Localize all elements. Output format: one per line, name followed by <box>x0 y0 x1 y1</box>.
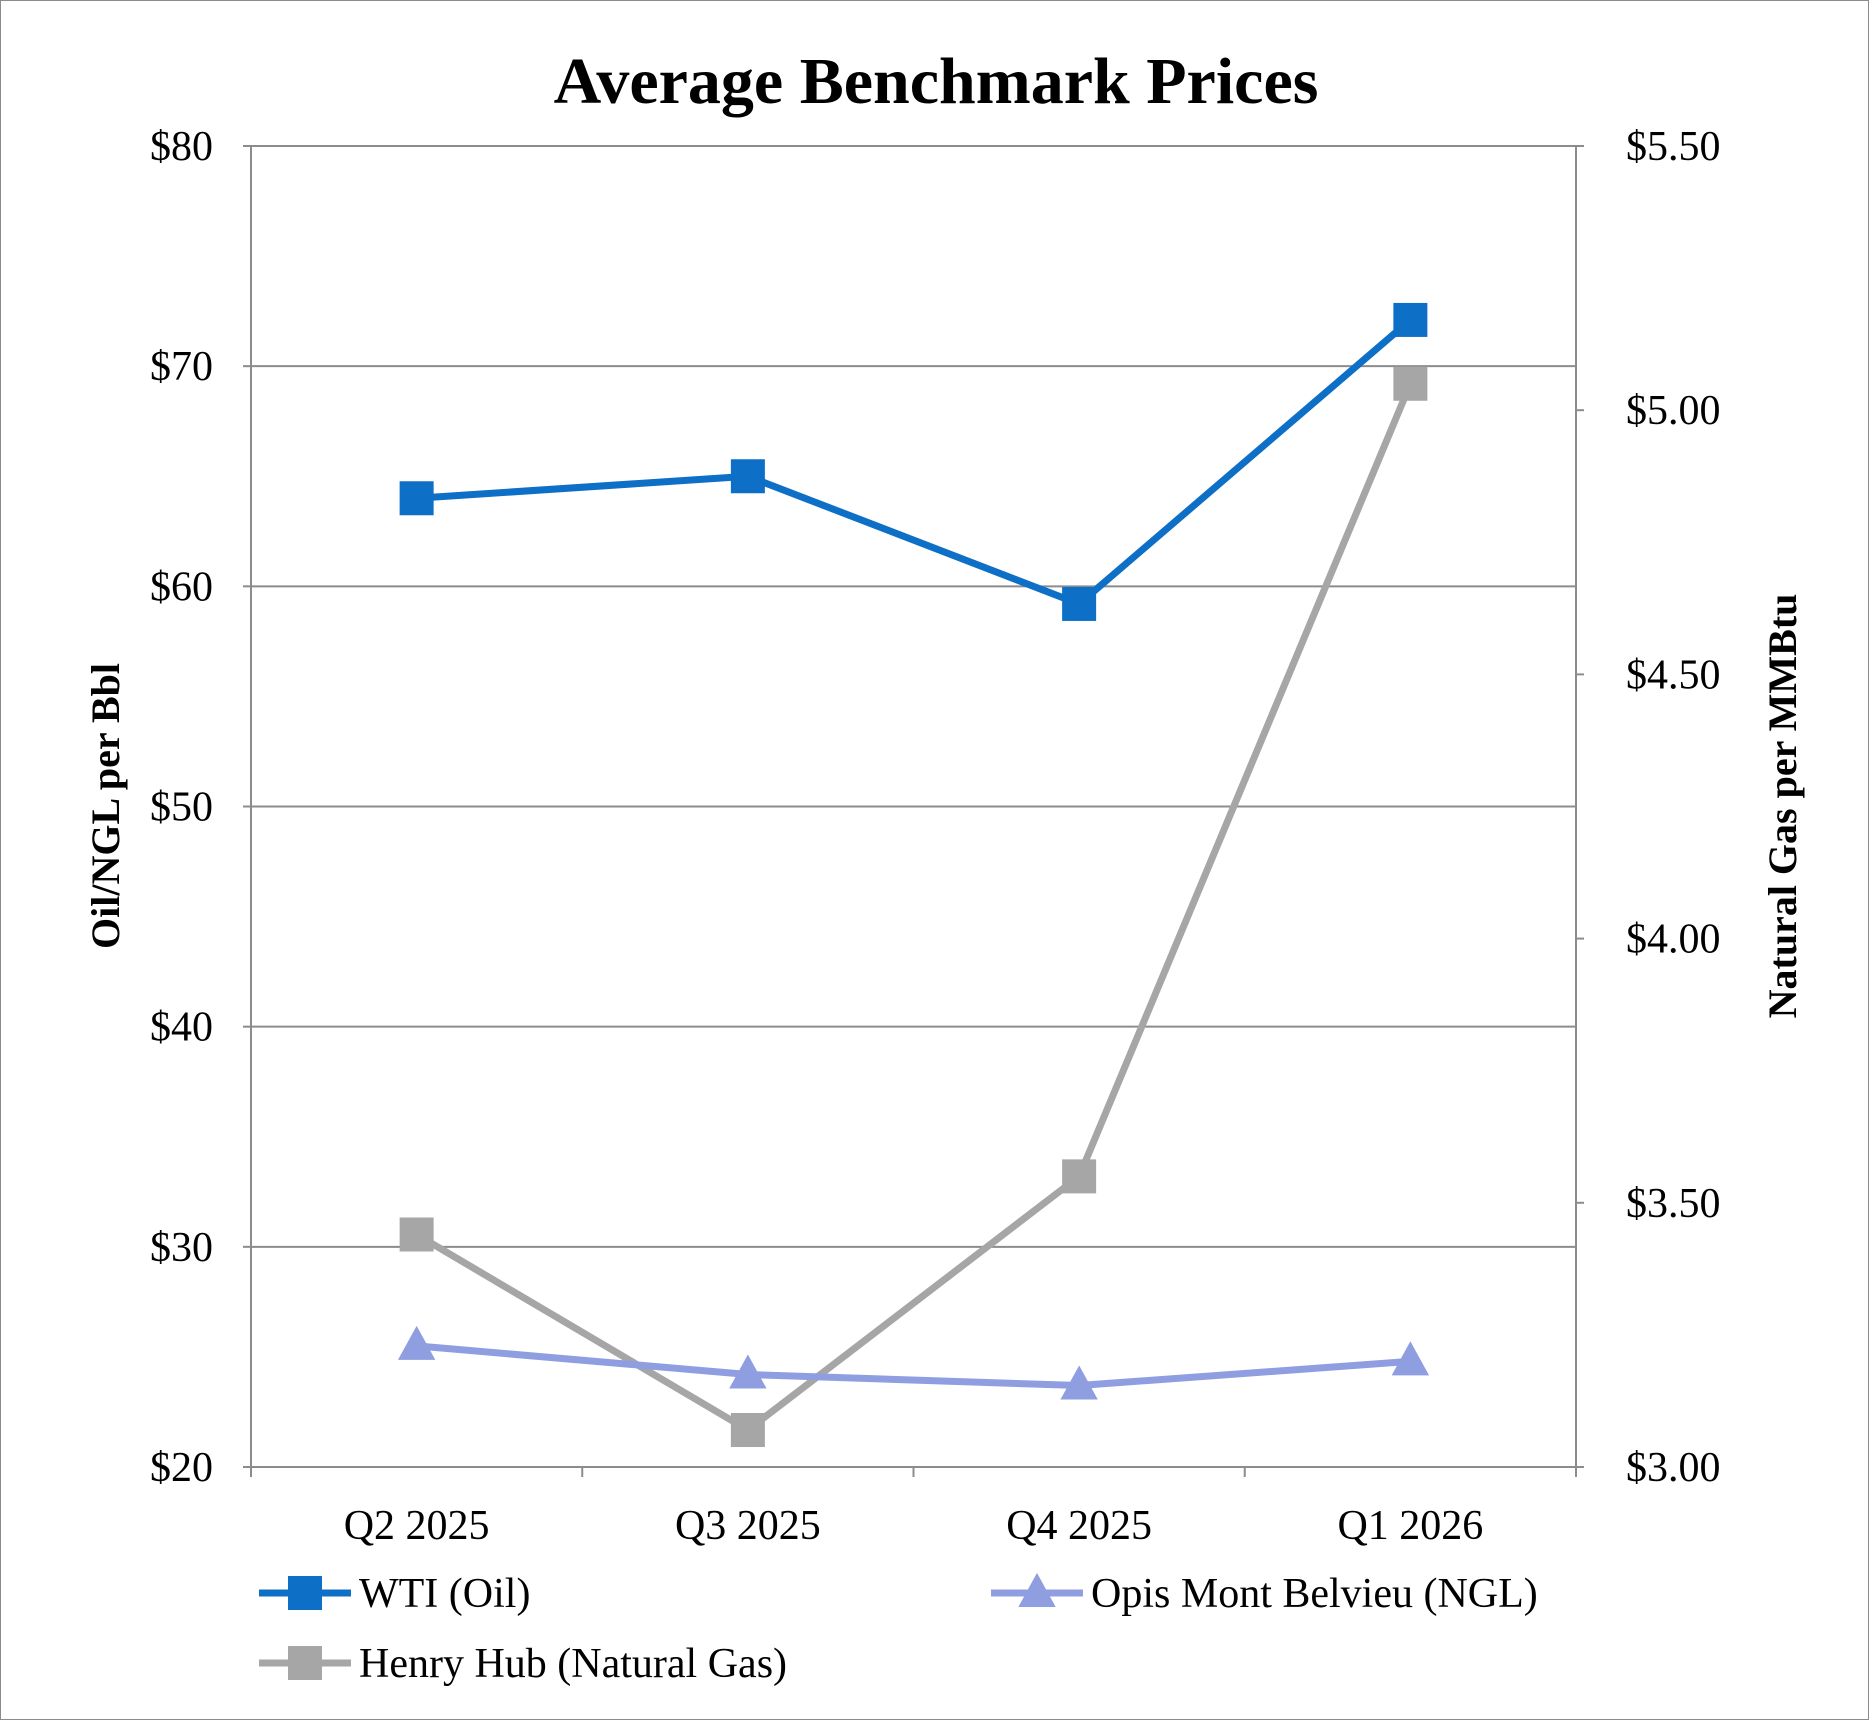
legend-label-henry-hub-natural-gas: Henry Hub (Natural Gas) <box>359 1641 787 1687</box>
right-tick-label: $3.50 <box>1626 1181 1721 1227</box>
data-point-henry-hub-natural-gas <box>399 1217 434 1252</box>
right-tick-label: $4.00 <box>1626 917 1721 963</box>
data-point-wti-oil <box>730 459 765 494</box>
left-tick-label: $60 <box>150 564 213 610</box>
data-point-wti-oil <box>1062 586 1097 621</box>
chart-title: Average Benchmark Prices <box>554 45 1319 118</box>
legend: WTI (Oil) Opis Mont Belvieu (NGL) Henry Hu… <box>259 1571 1538 1687</box>
right-tick-label: $5.50 <box>1626 124 1721 170</box>
right-tick-label: $5.00 <box>1626 388 1721 434</box>
data-point-henry-hub-natural-gas <box>730 1413 765 1448</box>
axes: $20 $30 $40 $50 $60 $70 $80 $3.00 $3.50 $4.00 $4.5… <box>150 124 1721 1549</box>
data-point-opis-mont-belvieu-ngl <box>1060 1365 1098 1400</box>
left-tick-label: $20 <box>150 1445 213 1491</box>
data-point-opis-mont-belvieu-ngl <box>397 1325 436 1360</box>
data-point-opis-mont-belvieu-ngl <box>729 1354 767 1389</box>
left-axis-title: Oil/NGL per Bbl <box>83 663 128 949</box>
left-tick-label: $40 <box>150 1005 213 1051</box>
data-point-opis-mont-belvieu-ngl <box>1391 1341 1430 1376</box>
legend-marker-henry-hub-natural-gas <box>288 1646 322 1680</box>
left-tick-label: $50 <box>150 785 213 831</box>
legend-label-opis-mont-belvieu-ngl: Opis Mont Belvieu (NGL) <box>1091 1571 1538 1617</box>
data-point-henry-hub-natural-gas <box>1393 366 1428 401</box>
legend-marker-opis-mont-belvieu-ngl <box>1018 1572 1056 1607</box>
right-axis-title: Natural Gas per MMBtu <box>1760 594 1805 1019</box>
legend-marker-wti-oil <box>288 1576 322 1610</box>
series-lines <box>397 302 1430 1448</box>
left-tick-label: $80 <box>150 124 213 170</box>
data-point-wti-oil <box>1393 302 1428 337</box>
series-line-henry-hub-natural-gas <box>414 382 1414 1434</box>
series-line-opis-mont-belvieu-ngl <box>416 1342 1411 1390</box>
right-tick-label: $4.50 <box>1626 652 1721 698</box>
right-tick-label: $3.00 <box>1626 1445 1721 1491</box>
legend-label-wti-oil: WTI (Oil) <box>359 1571 530 1617</box>
series-line-wti-oil <box>416 317 1413 608</box>
x-tick-label: Q1 2026 <box>1337 1503 1483 1549</box>
x-tick-label: Q3 2025 <box>675 1503 821 1549</box>
data-point-henry-hub-natural-gas <box>1062 1159 1097 1194</box>
gridlines <box>251 145 1576 1248</box>
left-tick-label: $30 <box>150 1225 213 1271</box>
x-tick-label: Q4 2025 <box>1006 1503 1152 1549</box>
x-tick-label: Q2 2025 <box>344 1503 490 1549</box>
left-tick-label: $70 <box>150 344 213 390</box>
data-point-wti-oil <box>399 481 434 516</box>
